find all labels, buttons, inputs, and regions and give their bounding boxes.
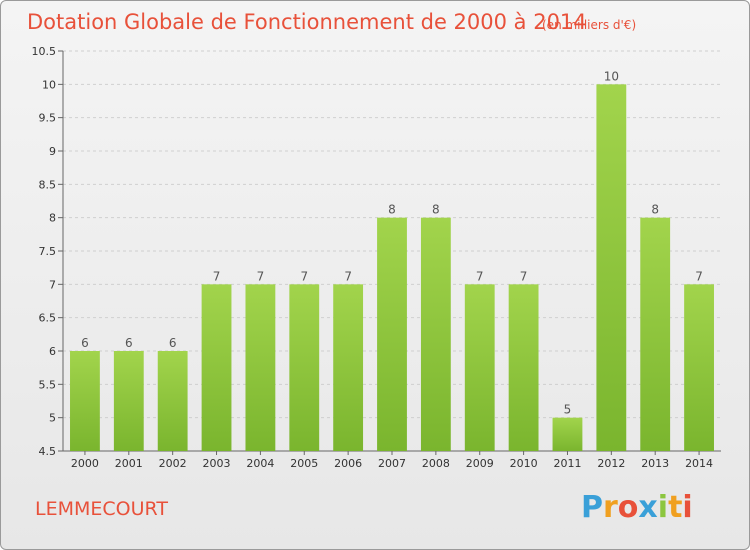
y-tick-label: 5	[49, 412, 56, 425]
data-label: 8	[432, 203, 440, 217]
x-tick-label: 2006	[334, 457, 362, 470]
x-tick-label: 2014	[685, 457, 713, 470]
bar	[640, 217, 671, 451]
bar	[333, 284, 364, 451]
logo-letter: i	[658, 490, 668, 525]
y-tick-label: 7	[49, 278, 56, 291]
data-label: 7	[300, 269, 308, 283]
bar	[289, 284, 320, 451]
y-tick-label: 10	[42, 78, 56, 91]
logo-letter: i	[682, 490, 692, 525]
x-tick-label: 2012	[597, 457, 625, 470]
x-tick-label: 2007	[378, 457, 406, 470]
logo-letter: o	[618, 490, 639, 525]
x-tick-label: 2009	[466, 457, 494, 470]
bar	[552, 417, 583, 451]
y-tick-label: 8	[49, 212, 56, 225]
logo-letter: r	[603, 490, 618, 525]
y-tick-label: 9.5	[39, 112, 57, 125]
data-label: 7	[213, 269, 221, 283]
x-tick-label: 2002	[159, 457, 187, 470]
x-tick-label: 2011	[553, 457, 581, 470]
data-label: 6	[125, 336, 133, 350]
commune-name: LEMMECOURT	[35, 498, 168, 520]
data-label: 7	[476, 269, 484, 283]
y-tick-label: 4.5	[39, 445, 57, 458]
chart-title: Dotation Globale de Fonctionnement de 20…	[27, 10, 587, 34]
data-label: 7	[257, 269, 265, 283]
data-label: 6	[81, 336, 89, 350]
bar-layer: 6 6 6 7 7 7 7 8 8 7 7 5 10 8 7	[70, 69, 714, 451]
bar	[684, 284, 714, 451]
data-label: 5	[564, 403, 572, 417]
bar	[201, 284, 232, 451]
x-tick-label: 2008	[422, 457, 450, 470]
y-tick-label: 8.5	[39, 178, 57, 191]
x-tick-label: 2013	[641, 457, 669, 470]
data-label: 6	[169, 336, 177, 350]
y-tick-label: 9	[49, 145, 56, 158]
bar	[377, 217, 407, 451]
logo-letter: x	[638, 490, 657, 525]
bar	[245, 284, 276, 451]
x-tick-label: 2001	[115, 457, 143, 470]
bar	[157, 351, 188, 451]
y-tick-label: 10.5	[32, 45, 57, 58]
data-label: 8	[651, 203, 659, 217]
data-label: 7	[695, 269, 703, 283]
data-label: 10	[604, 69, 619, 83]
x-tick-label: 2003	[203, 457, 231, 470]
data-label: 8	[388, 203, 396, 217]
bar	[596, 84, 627, 451]
y-tick-label: 7.5	[39, 245, 57, 258]
x-tick-label: 2010	[510, 457, 538, 470]
y-tick-label: 5.5	[39, 378, 57, 391]
chart-subtitle: (en milliers d'€)	[542, 18, 636, 32]
x-tick-label: 2000	[71, 457, 99, 470]
bar	[508, 284, 539, 451]
proxiti-logo: Proxiti	[581, 490, 693, 525]
x-tick-label: 2005	[290, 457, 318, 470]
y-tick-label: 6	[49, 345, 56, 358]
x-tick-label: 2004	[246, 457, 274, 470]
data-label: 7	[344, 269, 352, 283]
bar	[70, 351, 100, 451]
bar	[420, 217, 451, 451]
bar	[113, 351, 144, 451]
data-label: 7	[520, 269, 528, 283]
bar	[464, 284, 495, 451]
logo-letter: t	[668, 490, 682, 525]
logo-letter: P	[581, 490, 603, 525]
y-tick-label: 6.5	[39, 312, 57, 325]
